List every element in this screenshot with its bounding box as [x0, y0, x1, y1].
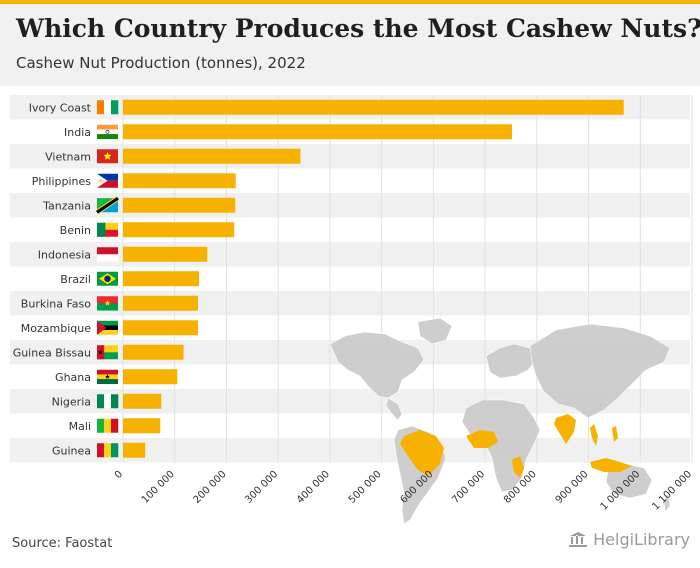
- bar-ghana: [123, 369, 178, 385]
- category-label: India: [64, 126, 91, 139]
- bar-guinea-bissau: [123, 344, 184, 360]
- category-label: Philippines: [32, 175, 92, 188]
- map-australia: [605, 463, 653, 499]
- category-label: Mali: [69, 420, 91, 433]
- category-label: Indonesia: [38, 248, 91, 261]
- bar-chart: Ivory Coast India Vietnam Philippines Tanzan…: [10, 95, 694, 525]
- bar-philippines: [123, 173, 236, 189]
- bar-mali: [123, 418, 161, 434]
- highlight-brazil: [400, 430, 444, 476]
- highlight-vietnam: [590, 424, 598, 446]
- x-tick-label: 100 000: [140, 469, 177, 506]
- category-label: Brazil: [60, 273, 91, 286]
- ghana-flag: [97, 369, 118, 385]
- header: Which Country Produces the Most Cashew N…: [0, 0, 700, 86]
- category-label: Guinea Bissau: [13, 346, 91, 359]
- source-note: Source: Faostat: [12, 536, 113, 551]
- mozambique-flag: [97, 320, 118, 335]
- map-greenland: [417, 317, 453, 345]
- bar-ivory-coast: [123, 99, 624, 115]
- bar-tanzania: [123, 197, 236, 213]
- highlight-indonesia: [590, 458, 632, 472]
- tanzania-flag: [95, 196, 120, 215]
- indonesia-flag: [97, 247, 118, 262]
- bar-brazil: [123, 271, 200, 287]
- category-label: Burkina Faso: [21, 297, 91, 310]
- mali-flag: [97, 418, 119, 433]
- x-tick-label: 400 000: [295, 469, 332, 506]
- category-label: Ivory Coast: [29, 101, 92, 114]
- accent-bar: [0, 0, 700, 4]
- burkina-faso-flag: [97, 296, 118, 311]
- vietnam-flag: [97, 149, 118, 164]
- nigeria-flag: [97, 394, 119, 409]
- bar-india: [123, 124, 512, 140]
- helgi-library-logo: HelgiLibrary: [567, 530, 690, 549]
- category-label: Ghana: [55, 371, 91, 384]
- x-tick-label: 700 000: [450, 469, 487, 506]
- highlight-philippines: [612, 426, 618, 442]
- category-label: Benin: [60, 224, 91, 237]
- bar-guinea: [123, 442, 146, 458]
- chart-subtitle: Cashew Nut Production (tonnes), 2022: [16, 54, 306, 72]
- bar-vietnam: [123, 148, 301, 164]
- bar-mozambique: [123, 320, 199, 336]
- bar-burkina-faso: [123, 295, 199, 311]
- map-europe: [485, 343, 537, 379]
- x-tick-label: 300 000: [243, 469, 280, 506]
- category-label: Guinea: [52, 444, 91, 457]
- benin-flag: [97, 222, 118, 237]
- guinea-flag: [97, 443, 119, 458]
- category-label: Mozambique: [21, 322, 91, 335]
- bar-nigeria: [123, 393, 162, 409]
- guinea-bissau-flag: [97, 345, 118, 360]
- x-tick-label: 500 000: [347, 469, 384, 506]
- bar-benin: [123, 222, 235, 238]
- category-label: Tanzania: [42, 199, 91, 212]
- library-building-icon: [569, 531, 588, 547]
- india-flag: [97, 124, 118, 140]
- map-north-america: [329, 331, 425, 399]
- category-label: Nigeria: [52, 395, 91, 408]
- x-tick-label: 200 000: [192, 469, 229, 506]
- map-new-zealand: [663, 493, 671, 513]
- x-tick-label: 0: [113, 469, 125, 481]
- ivory-coast-flag: [97, 100, 119, 115]
- highlight-east-africa: [512, 456, 524, 478]
- map-central-america: [385, 397, 403, 421]
- philippines-flag: [97, 173, 118, 188]
- chart-title: Which Country Produces the Most Cashew N…: [16, 14, 700, 43]
- highlight-west-africa: [466, 430, 498, 448]
- logo-text: HelgiLibrary: [593, 530, 690, 549]
- x-tick-label: 1 100 000: [650, 469, 694, 513]
- producer-highlights: [400, 414, 632, 478]
- brazil-flag: [97, 271, 118, 286]
- x-tick-label: 900 000: [554, 469, 591, 506]
- map-asia: [529, 323, 671, 419]
- highlight-india: [554, 414, 576, 444]
- category-label: Vietnam: [45, 150, 91, 163]
- bar-indonesia: [123, 246, 208, 262]
